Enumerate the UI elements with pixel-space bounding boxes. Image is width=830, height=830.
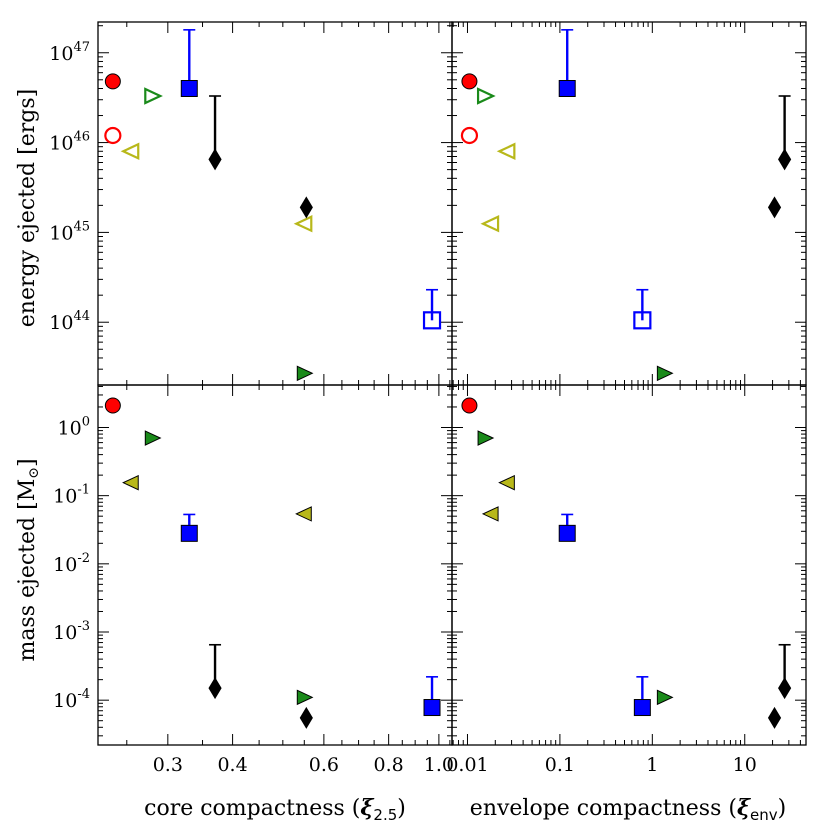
mass-tick-base: 10 bbox=[53, 554, 77, 576]
env-axis-title-sub: env bbox=[750, 806, 778, 824]
green-triangle-bottom_left-marker bbox=[144, 430, 162, 446]
mass-tick-base: 10 bbox=[53, 622, 77, 644]
yellow-triangle-open--top_left-marker bbox=[120, 142, 140, 161]
red-circle-bottom_left-marker bbox=[104, 397, 121, 414]
panel-frame bbox=[451, 384, 807, 746]
mass-axis-title-text: mass ejected [M bbox=[15, 479, 40, 662]
energy-tick-label: 1047 bbox=[49, 40, 90, 65]
black-diamond-2-bottom_left-marker bbox=[299, 706, 313, 729]
core-axis-title-sub: 2.5 bbox=[373, 806, 397, 824]
mass-tick-label: 10-2 bbox=[53, 551, 90, 576]
mass-tick-base: 10 bbox=[53, 486, 77, 508]
panel-bottom_right bbox=[451, 384, 807, 746]
core-axis-title-symbol: ξ bbox=[360, 795, 374, 821]
energy-tick-label: 1046 bbox=[49, 130, 90, 155]
env-axis-title: envelope compactness (ξenv) bbox=[470, 795, 786, 824]
black-diamond-2-top_left-marker bbox=[299, 196, 313, 219]
core-axis-title: core compactness (ξ2.5) bbox=[144, 795, 406, 824]
yellow-triangle-2-bottom_left-marker bbox=[295, 506, 312, 522]
core-axis-title-text: core compactness ( bbox=[144, 796, 360, 821]
mass-tick-base: 10 bbox=[58, 417, 82, 439]
black-diamond-2-top_right-marker bbox=[767, 196, 782, 219]
black-diamond-bottom_right-marker bbox=[778, 677, 792, 700]
env-tick-label: 0.01 bbox=[446, 754, 488, 776]
mass-axis-title-close: ] bbox=[15, 458, 40, 467]
green-triangle-2-top_right-marker bbox=[656, 365, 674, 382]
green-triangle-2-top_left-marker bbox=[296, 365, 314, 382]
mass-tick-exponent: 0 bbox=[82, 414, 90, 429]
env-axis-title-text: envelope compactness ( bbox=[470, 796, 737, 821]
green-triangle-open--top_right-marker bbox=[476, 87, 496, 105]
yellow-triangle-bottom_right-marker bbox=[498, 474, 515, 491]
energy-tick-base: 10 bbox=[49, 133, 73, 155]
blue-square-top_left-marker bbox=[180, 79, 198, 97]
energy-tick-exponent: 46 bbox=[73, 130, 90, 145]
energy-tick-base: 10 bbox=[49, 43, 73, 65]
green-triangle-2-bottom_right-marker bbox=[656, 689, 674, 706]
mass-tick-exponent: -2 bbox=[77, 551, 90, 566]
yellow-triangle-2-bottom_right-marker bbox=[481, 506, 499, 522]
black-diamond-top_left-marker bbox=[208, 148, 222, 171]
blue-square-2-bottom_left-marker bbox=[423, 699, 441, 717]
mass-tick-label: 100 bbox=[58, 414, 90, 439]
red-circle-bottom_right-marker bbox=[461, 397, 478, 414]
red-circle-top_right-marker bbox=[461, 73, 478, 90]
core-tick-label: 0.6 bbox=[309, 754, 339, 776]
yellow-triangle-open--top_right-marker bbox=[496, 142, 516, 161]
green-triangle-2-bottom_left-marker bbox=[296, 689, 314, 706]
panel-top_left bbox=[97, 21, 453, 386]
mass-tick-base: 10 bbox=[53, 690, 77, 712]
core-tick-label: 1.0 bbox=[424, 754, 454, 776]
mass-tick-exponent: -3 bbox=[77, 619, 90, 634]
energy-tick-label: 1045 bbox=[49, 219, 90, 244]
panel-frame bbox=[97, 21, 453, 386]
mass-axis-title: mass ejected [M⊙] bbox=[15, 458, 42, 661]
energy-axis-title: energy ejected [ergs] bbox=[15, 89, 40, 327]
blue-square-2-bottom_right-marker bbox=[633, 699, 651, 717]
energy-tick-base: 10 bbox=[49, 312, 73, 334]
blue-square-top_right-marker bbox=[558, 79, 576, 97]
mass-tick-exponent: -4 bbox=[77, 687, 90, 702]
energy-tick-exponent: 44 bbox=[73, 309, 90, 324]
red-circle-top_left-marker bbox=[104, 73, 121, 90]
mass-tick-exponent: -1 bbox=[77, 483, 90, 498]
env-tick-label: 0.1 bbox=[545, 754, 575, 776]
env-tick-label: 1 bbox=[646, 754, 658, 776]
env-axis-title-close: ) bbox=[778, 796, 787, 821]
green-triangle-bottom_right-marker bbox=[477, 430, 495, 446]
core-tick-label: 0.8 bbox=[374, 754, 404, 776]
black-diamond-bottom_left-marker bbox=[208, 677, 222, 700]
blue-square-bottom_right-marker bbox=[558, 524, 576, 542]
panel-top_right bbox=[451, 21, 807, 386]
energy-tick-exponent: 45 bbox=[73, 219, 90, 234]
yellow-triangle-2-open--top_right-marker bbox=[480, 214, 500, 233]
mass-axis-title-symbol: ⊙ bbox=[26, 467, 42, 479]
black-diamond-2-bottom_right-marker bbox=[767, 706, 782, 729]
mass-tick-label: 10-3 bbox=[53, 619, 90, 644]
energy-tick-label: 1044 bbox=[49, 309, 90, 334]
red-circle-open--top_left-marker bbox=[104, 126, 122, 145]
blue-square-bottom_left-marker bbox=[180, 524, 198, 542]
env-tick-label: 10 bbox=[733, 754, 757, 776]
red-circle-open--top_right-marker bbox=[460, 126, 479, 145]
green-triangle-open--top_left-marker bbox=[144, 87, 163, 105]
yellow-triangle-2-open--top_left-marker bbox=[293, 214, 313, 233]
panel-frame bbox=[451, 21, 807, 386]
mass-tick-label: 10-1 bbox=[53, 483, 90, 508]
energy-tick-base: 10 bbox=[49, 222, 73, 244]
env-axis-title-symbol: ξ bbox=[737, 795, 751, 821]
blue-square-2-open--top_left-marker bbox=[422, 311, 442, 330]
core-tick-label: 0.4 bbox=[217, 754, 247, 776]
black-diamond-top_right-marker bbox=[778, 148, 792, 171]
core-tick-label: 0.3 bbox=[153, 754, 183, 776]
mass-tick-label: 10-4 bbox=[53, 687, 90, 712]
core-axis-title-close: ) bbox=[397, 796, 406, 821]
energy-tick-exponent: 47 bbox=[73, 40, 90, 55]
yellow-triangle-bottom_left-marker bbox=[122, 474, 139, 491]
blue-square-2-open--top_right-marker bbox=[633, 311, 652, 330]
